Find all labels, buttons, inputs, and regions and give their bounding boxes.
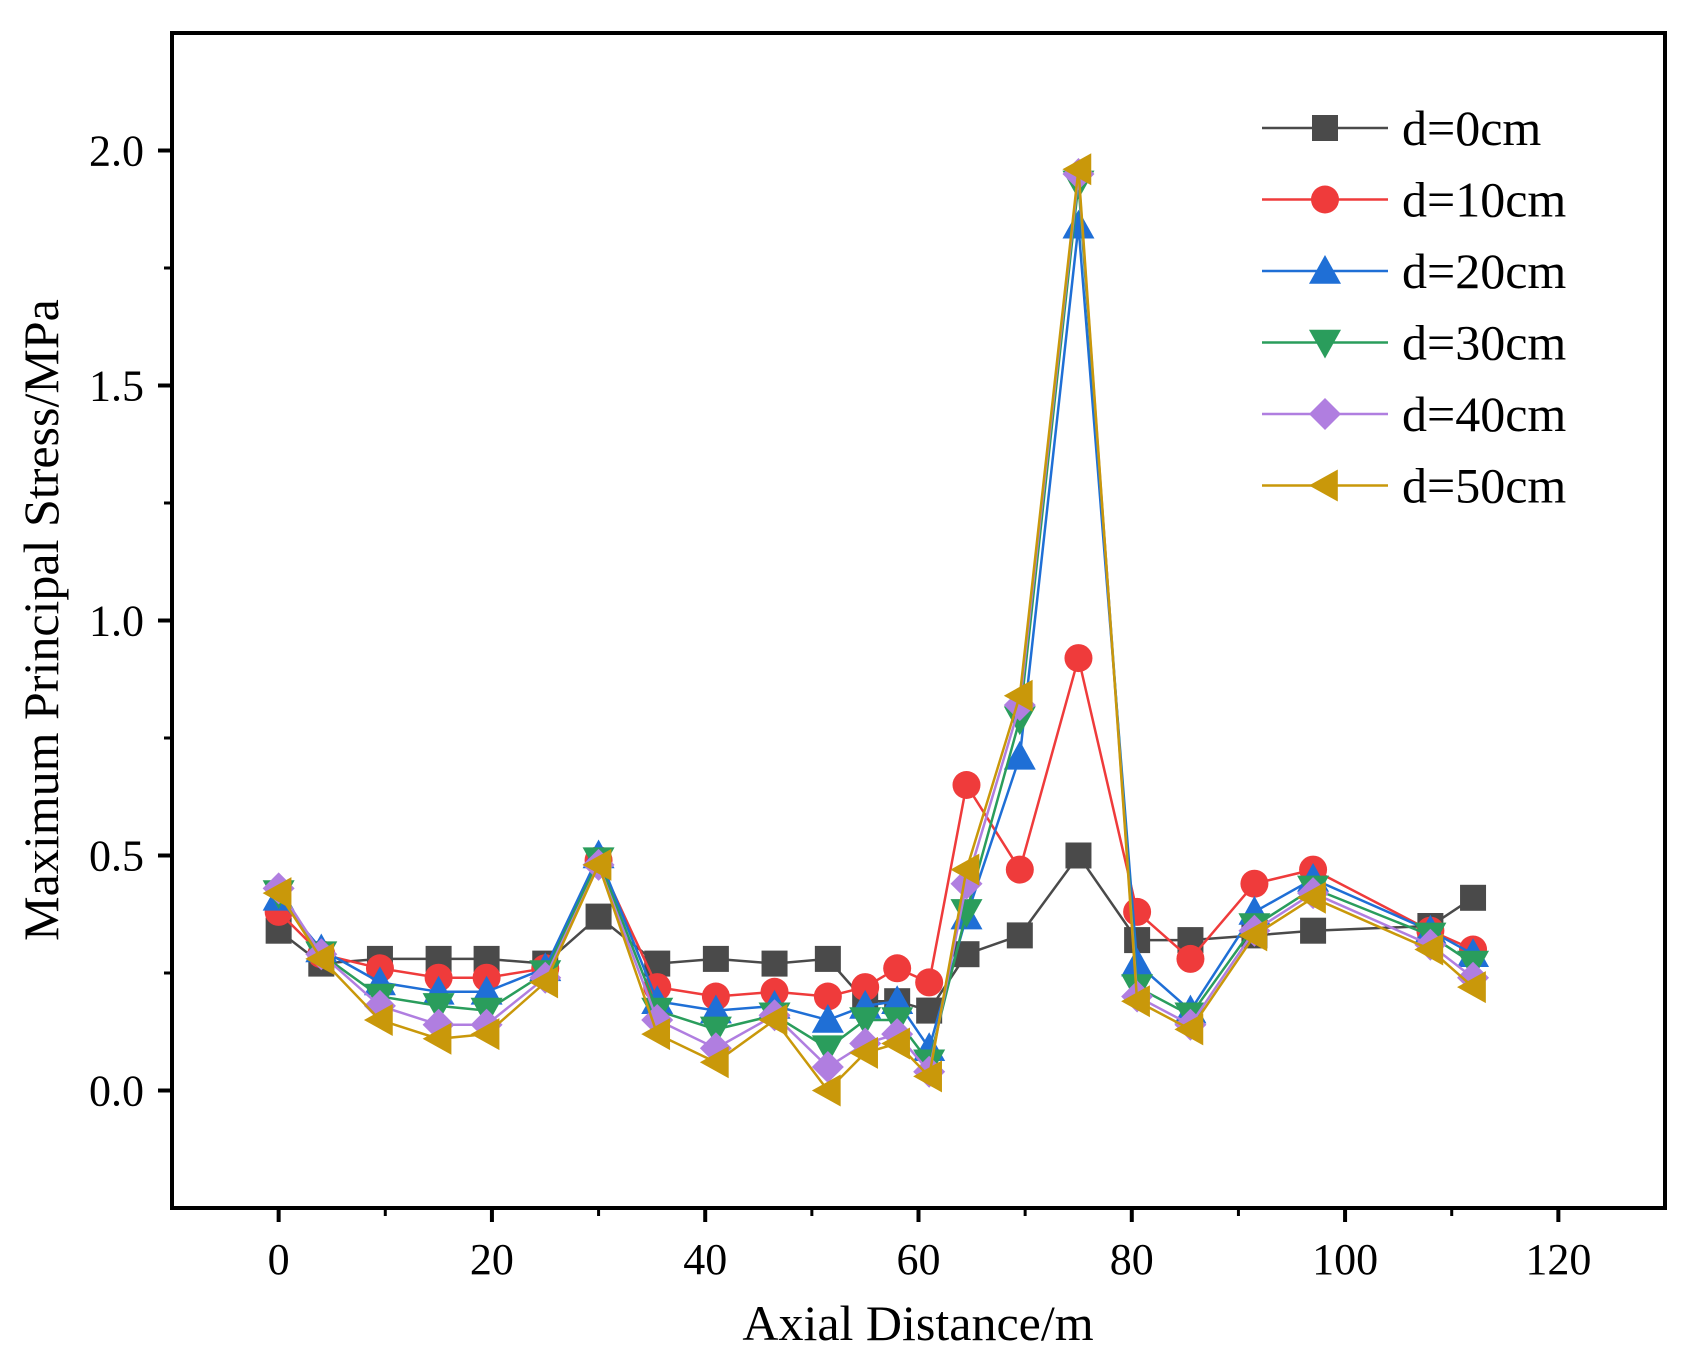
data-point [811,1074,841,1107]
legend-marker [1311,185,1339,214]
series-d=50cm [262,153,1486,1107]
data-point [1414,933,1444,966]
legend-item: d=10cm [1262,172,1566,228]
data-point [699,1046,729,1079]
series-line [277,183,1474,1066]
legend-marker [1312,115,1338,141]
data-point [952,771,981,799]
data-point [585,903,612,930]
data-point [1240,869,1269,898]
x-tick-label: 20 [470,1235,514,1284]
data-point [881,985,914,1014]
legend-label: d=50cm [1402,458,1566,514]
data-point [305,942,335,975]
y-axis-title: Maximum Principal Stress/MPa [13,299,69,941]
data-point [262,877,292,910]
data-point [363,1004,393,1036]
x-tick-label: 40 [683,1235,727,1284]
data-point [422,993,455,1022]
y-tick-label: 2.0 [89,127,144,176]
data-point [1238,919,1268,952]
data-point [699,994,732,1024]
data-point [851,973,880,1002]
legend-item: d=0cm [1262,100,1541,156]
x-tick-label: 100 [1312,1235,1378,1284]
data-point [813,982,842,1011]
x-axis-ticks: 0 20 40 60 80 100 120 [268,1208,1591,1284]
series-line [277,225,1474,1052]
x-tick-label: 80 [1110,1235,1154,1284]
data-point [1006,922,1033,949]
data-point [470,1018,500,1051]
y-tick-label: 0.5 [89,832,144,881]
legend-label: d=30cm [1402,315,1566,371]
data-point [1121,947,1154,977]
data-point [641,1018,671,1051]
data-point [1297,881,1326,914]
series-line [277,173,1474,1075]
data-point [470,975,503,1005]
legend-marker [1309,398,1341,430]
series-line [277,169,1474,1093]
data-point [529,966,559,999]
data-point [950,853,980,886]
data-point [1003,679,1033,712]
data-point [1460,884,1487,911]
data-point [1123,897,1152,926]
x-axis-title: Axial Distance/m [742,1295,1093,1351]
data-point [1065,842,1092,869]
legend-item: d=40cm [1262,386,1566,442]
data-point [758,1004,788,1036]
legend-label: d=20cm [1402,243,1566,299]
data-point [1062,153,1092,186]
legend-label: d=40cm [1402,386,1566,442]
data-point [814,945,841,972]
data-point [702,945,729,972]
data-point [883,954,912,983]
legend: d=0cm d=10cm d=20cm d=30cm d=40cm d=50cm [1262,100,1566,514]
data-point [849,1036,878,1069]
data-point [1174,1013,1204,1046]
data-point [699,1016,732,1046]
data-point [915,968,944,997]
legend-item: d=50cm [1262,458,1566,514]
data-point [811,1004,844,1033]
data-point [644,950,671,977]
series-line [277,657,1474,998]
data-point [1064,644,1093,673]
data-point [1062,209,1095,239]
legend-item: d=30cm [1262,315,1566,371]
data-point [913,1060,942,1093]
data-point [1457,971,1486,1004]
data-point [881,1027,910,1060]
legend-item: d=20cm [1262,243,1566,299]
legend-marker [1309,329,1341,359]
x-tick-label: 60 [897,1235,941,1284]
legend-marker [1309,469,1338,502]
data-point [761,950,788,977]
legend-label: d=10cm [1402,172,1566,228]
legend-label: d=0cm [1402,100,1541,156]
x-tick-label: 0 [268,1235,290,1284]
chart-marks [262,153,1490,1107]
data-point [1003,740,1036,770]
data-point [1005,855,1034,884]
data-point [422,1022,452,1055]
data-point [811,1035,844,1065]
y-tick-label: 1.0 [89,597,144,646]
legend-marker [1309,255,1341,284]
y-tick-label: 1.5 [89,362,144,411]
y-tick-label: 0.0 [89,1067,144,1116]
data-point [811,1051,844,1083]
data-point [1300,917,1327,944]
data-point [849,1007,882,1036]
y-axis-ticks: 0.0 0.5 1.0 1.5 2.0 [89,127,172,1116]
x-tick-label: 120 [1525,1235,1591,1284]
data-point [582,848,612,881]
data-point [1121,985,1150,1018]
data-point [1176,944,1205,973]
data-point [950,899,983,928]
